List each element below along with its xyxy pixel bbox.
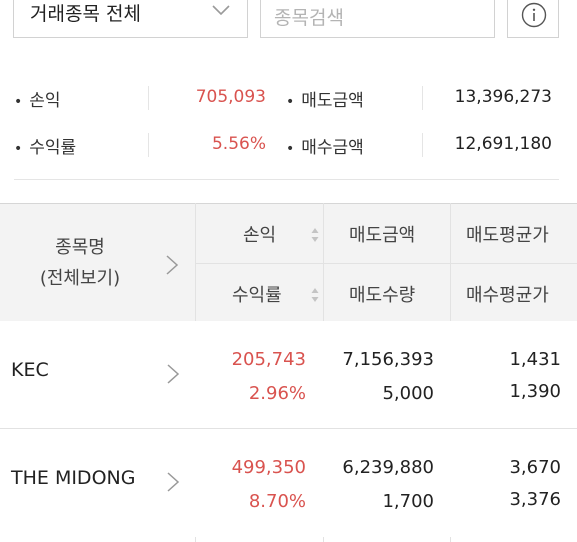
chevron-right-icon: [167, 364, 180, 384]
sort-icon: [311, 288, 319, 302]
table-header: 종목명 (전체보기) 손익 매도금액 매도평균가 수익률 매도수량: [0, 203, 577, 321]
profit-header-label: 손익: [243, 225, 277, 246]
sell-qty-cell: 5,000: [382, 383, 434, 404]
summary-divider: [148, 133, 149, 157]
buy-avg-header: 매수평균가: [466, 285, 549, 306]
stock-filter-select[interactable]: 거래종목 전체: [13, 0, 248, 38]
sell-avg-cell: 3,670: [509, 457, 561, 478]
sell-amount-cell: 7,156,393: [342, 349, 434, 370]
info-button[interactable]: [507, 0, 559, 38]
sell-amount-cell: 6,239,880: [342, 457, 434, 478]
chevron-right-icon: [166, 255, 179, 275]
buy-avg-cell: 1,390: [509, 381, 561, 402]
buy-avg-cell: 3,376: [509, 489, 561, 510]
stock-search-box[interactable]: [260, 0, 495, 38]
sell-qty-header: 매도수량: [349, 285, 416, 306]
sell-amount-label: 매도금액: [286, 86, 364, 111]
summary-divider: [422, 86, 423, 110]
summary-divider-line: [14, 179, 559, 180]
return-value: 5.56%: [211, 134, 266, 154]
stock-search-input[interactable]: [261, 0, 494, 37]
stock-filter-label: 거래종목 전체: [30, 3, 141, 25]
table-row[interactable]: THE MIDONG 499,350 8.70% 6,239,880 1,700…: [0, 429, 577, 537]
buy-amount-value: 12,691,180: [454, 134, 552, 154]
profit-label: 손익: [14, 86, 60, 111]
stock-name: KEC: [11, 359, 49, 381]
chevron-down-icon: [212, 5, 230, 16]
sort-icon: [311, 228, 319, 242]
buy-amount-label: 매수금액: [286, 133, 364, 158]
sell-amount-header: 매도금액: [349, 225, 416, 246]
return-cell: 8.70%: [248, 491, 306, 512]
summary-row-return: 수익률 5.56% 매수금액 12,691,180: [0, 125, 577, 165]
return-cell: 2.96%: [248, 383, 306, 404]
profit-cell: 499,350: [231, 457, 306, 478]
header-divider: [195, 263, 577, 264]
summary-row-profit: 손익 705,093 매도금액 13,396,273: [0, 78, 577, 118]
table-row[interactable]: KEC 205,743 2.96% 7,156,393 5,000 1,431 …: [0, 321, 577, 429]
chevron-right-icon: [167, 472, 180, 492]
return-label: 수익률: [14, 133, 76, 158]
sell-avg-cell: 1,431: [509, 349, 561, 370]
name-header-line2: (전체보기): [39, 268, 121, 289]
profit-cell: 205,743: [231, 349, 306, 370]
profit-sort-header[interactable]: 손익: [196, 204, 323, 263]
trade-table: 종목명 (전체보기) 손익 매도금액 매도평균가 수익률 매도수량: [0, 203, 577, 542]
name-header-text: 종목명 (전체보기): [0, 232, 160, 294]
stock-name: THE MIDONG: [11, 467, 136, 489]
return-sort-header[interactable]: 수익률: [196, 264, 323, 322]
return-header-label: 수익률: [232, 285, 282, 306]
sell-qty-cell: 1,700: [382, 491, 434, 512]
profit-value: 705,093: [195, 87, 266, 107]
summary-divider: [148, 86, 149, 110]
info-icon: [521, 2, 547, 28]
summary-divider: [422, 133, 423, 157]
name-column-header[interactable]: 종목명 (전체보기): [0, 204, 195, 322]
sell-amount-value: 13,396,273: [454, 87, 552, 107]
sell-avg-header: 매도평균가: [466, 225, 549, 246]
name-header-line1: 종목명: [55, 237, 105, 258]
